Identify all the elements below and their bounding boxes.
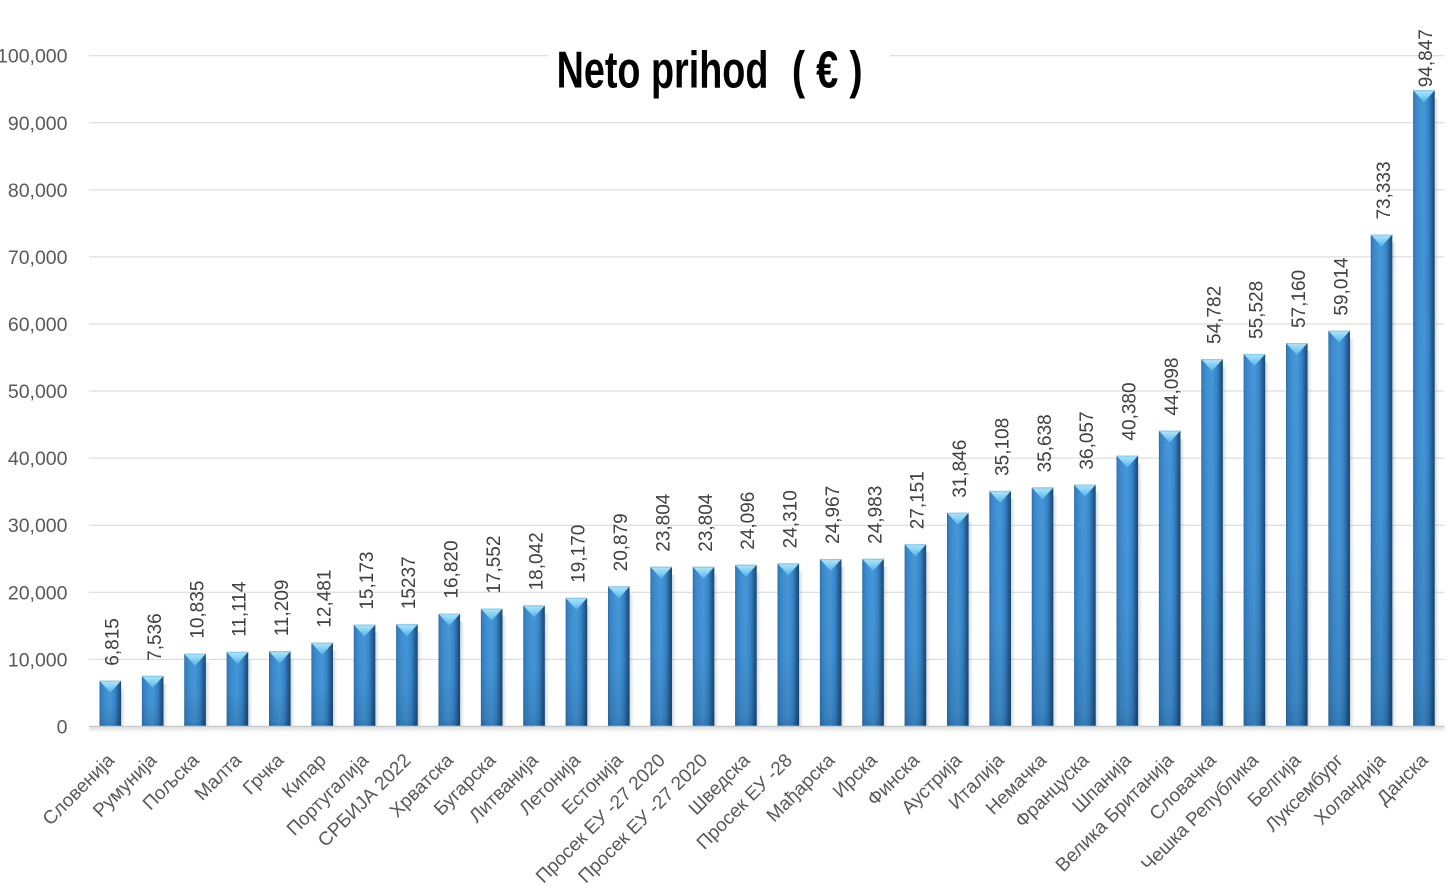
svg-text:30,000: 30,000 [8,515,68,537]
svg-text:10,000: 10,000 [8,649,68,671]
svg-text:11,114: 11,114 [230,581,251,637]
svg-text:24,096: 24,096 [738,492,759,550]
svg-text:40,000: 40,000 [8,448,68,470]
svg-text:54,782: 54,782 [1204,286,1225,344]
svg-text:Neto prihod: Neto prihod [557,42,769,100]
svg-text:36,057: 36,057 [1077,411,1098,469]
svg-text:( € ): ( € ) [792,42,863,100]
svg-text:31,846: 31,846 [950,440,971,498]
svg-text:20,879: 20,879 [611,513,632,571]
svg-text:50,000: 50,000 [8,381,68,403]
svg-text:59,014: 59,014 [1331,257,1352,316]
svg-text:12,481: 12,481 [314,570,335,628]
svg-text:100,000: 100,000 [0,46,68,68]
svg-text:23,804: 23,804 [696,493,717,552]
svg-text:7,536: 7,536 [145,613,166,661]
svg-text:19,170: 19,170 [569,525,590,583]
svg-text:20,000: 20,000 [8,582,68,604]
svg-text:60,000: 60,000 [8,314,68,336]
svg-text:27,151: 27,151 [908,471,929,529]
svg-text:0: 0 [57,716,68,738]
svg-text:16,820: 16,820 [442,540,463,598]
svg-text:35,108: 35,108 [992,418,1013,476]
svg-text:6,815: 6,815 [103,618,124,666]
svg-text:55,528: 55,528 [1247,281,1268,339]
svg-text:15237: 15237 [399,556,420,609]
svg-text:24,310: 24,310 [781,490,802,548]
svg-text:10,835: 10,835 [187,581,208,639]
svg-text:57,160: 57,160 [1289,270,1310,328]
svg-text:11,209: 11,209 [272,580,293,637]
svg-text:23,804: 23,804 [653,493,674,552]
svg-text:17,552: 17,552 [484,536,505,594]
svg-text:40,380: 40,380 [1120,382,1141,440]
svg-text:18,042: 18,042 [526,532,547,590]
svg-text:35,638: 35,638 [1035,414,1056,472]
svg-text:70,000: 70,000 [8,247,68,269]
svg-text:15,173: 15,173 [357,552,378,610]
svg-text:73,333: 73,333 [1374,161,1395,219]
svg-text:94,847: 94,847 [1416,29,1437,87]
svg-text:80,000: 80,000 [8,180,68,202]
svg-text:44,098: 44,098 [1162,358,1183,416]
svg-text:24,967: 24,967 [823,486,844,544]
svg-text:24,983: 24,983 [865,486,886,544]
svg-text:90,000: 90,000 [8,113,68,135]
